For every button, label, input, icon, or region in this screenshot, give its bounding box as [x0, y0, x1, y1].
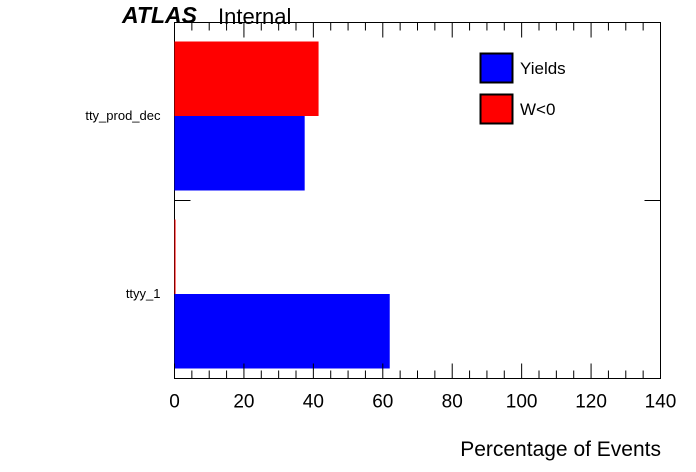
legend-swatch — [479, 52, 514, 84]
x-axis: 0 20 40 60 80 100 120 140 — [169, 22, 677, 413]
bar-w-0-ttyy-1 — [174, 219, 176, 294]
legend-label: Yields — [520, 59, 566, 78]
bars-group — [174, 41, 390, 369]
x-tick-label: 120 — [575, 392, 607, 413]
category-label: tty_prod_dec — [85, 108, 161, 123]
internal-label: Internal — [218, 4, 291, 29]
x-tick-label: 80 — [442, 392, 463, 413]
x-tick-label: 60 — [372, 392, 393, 413]
bar-w-0-tty-prod-dec — [174, 41, 319, 116]
x-tick-label: 140 — [645, 392, 677, 413]
atlas-label: ATLAS — [121, 2, 198, 28]
x-tick-label: 20 — [233, 392, 254, 413]
bar-yields-tty-prod-dec — [174, 116, 305, 191]
legend-label: W<0 — [520, 100, 555, 119]
legend-swatch — [479, 93, 514, 125]
category-label: ttyy_1 — [126, 286, 161, 301]
x-tick-label: 0 — [169, 392, 180, 413]
x-axis-label: Percentage of Events — [460, 438, 661, 461]
x-tick-label: 100 — [506, 392, 538, 413]
x-tick-label: 40 — [303, 392, 324, 413]
y-axis-categories: tty_prod_dec ttyy_1 — [85, 108, 661, 301]
legend: Yields W<0 — [479, 52, 566, 125]
bar-yields-ttyy-1 — [174, 294, 390, 369]
